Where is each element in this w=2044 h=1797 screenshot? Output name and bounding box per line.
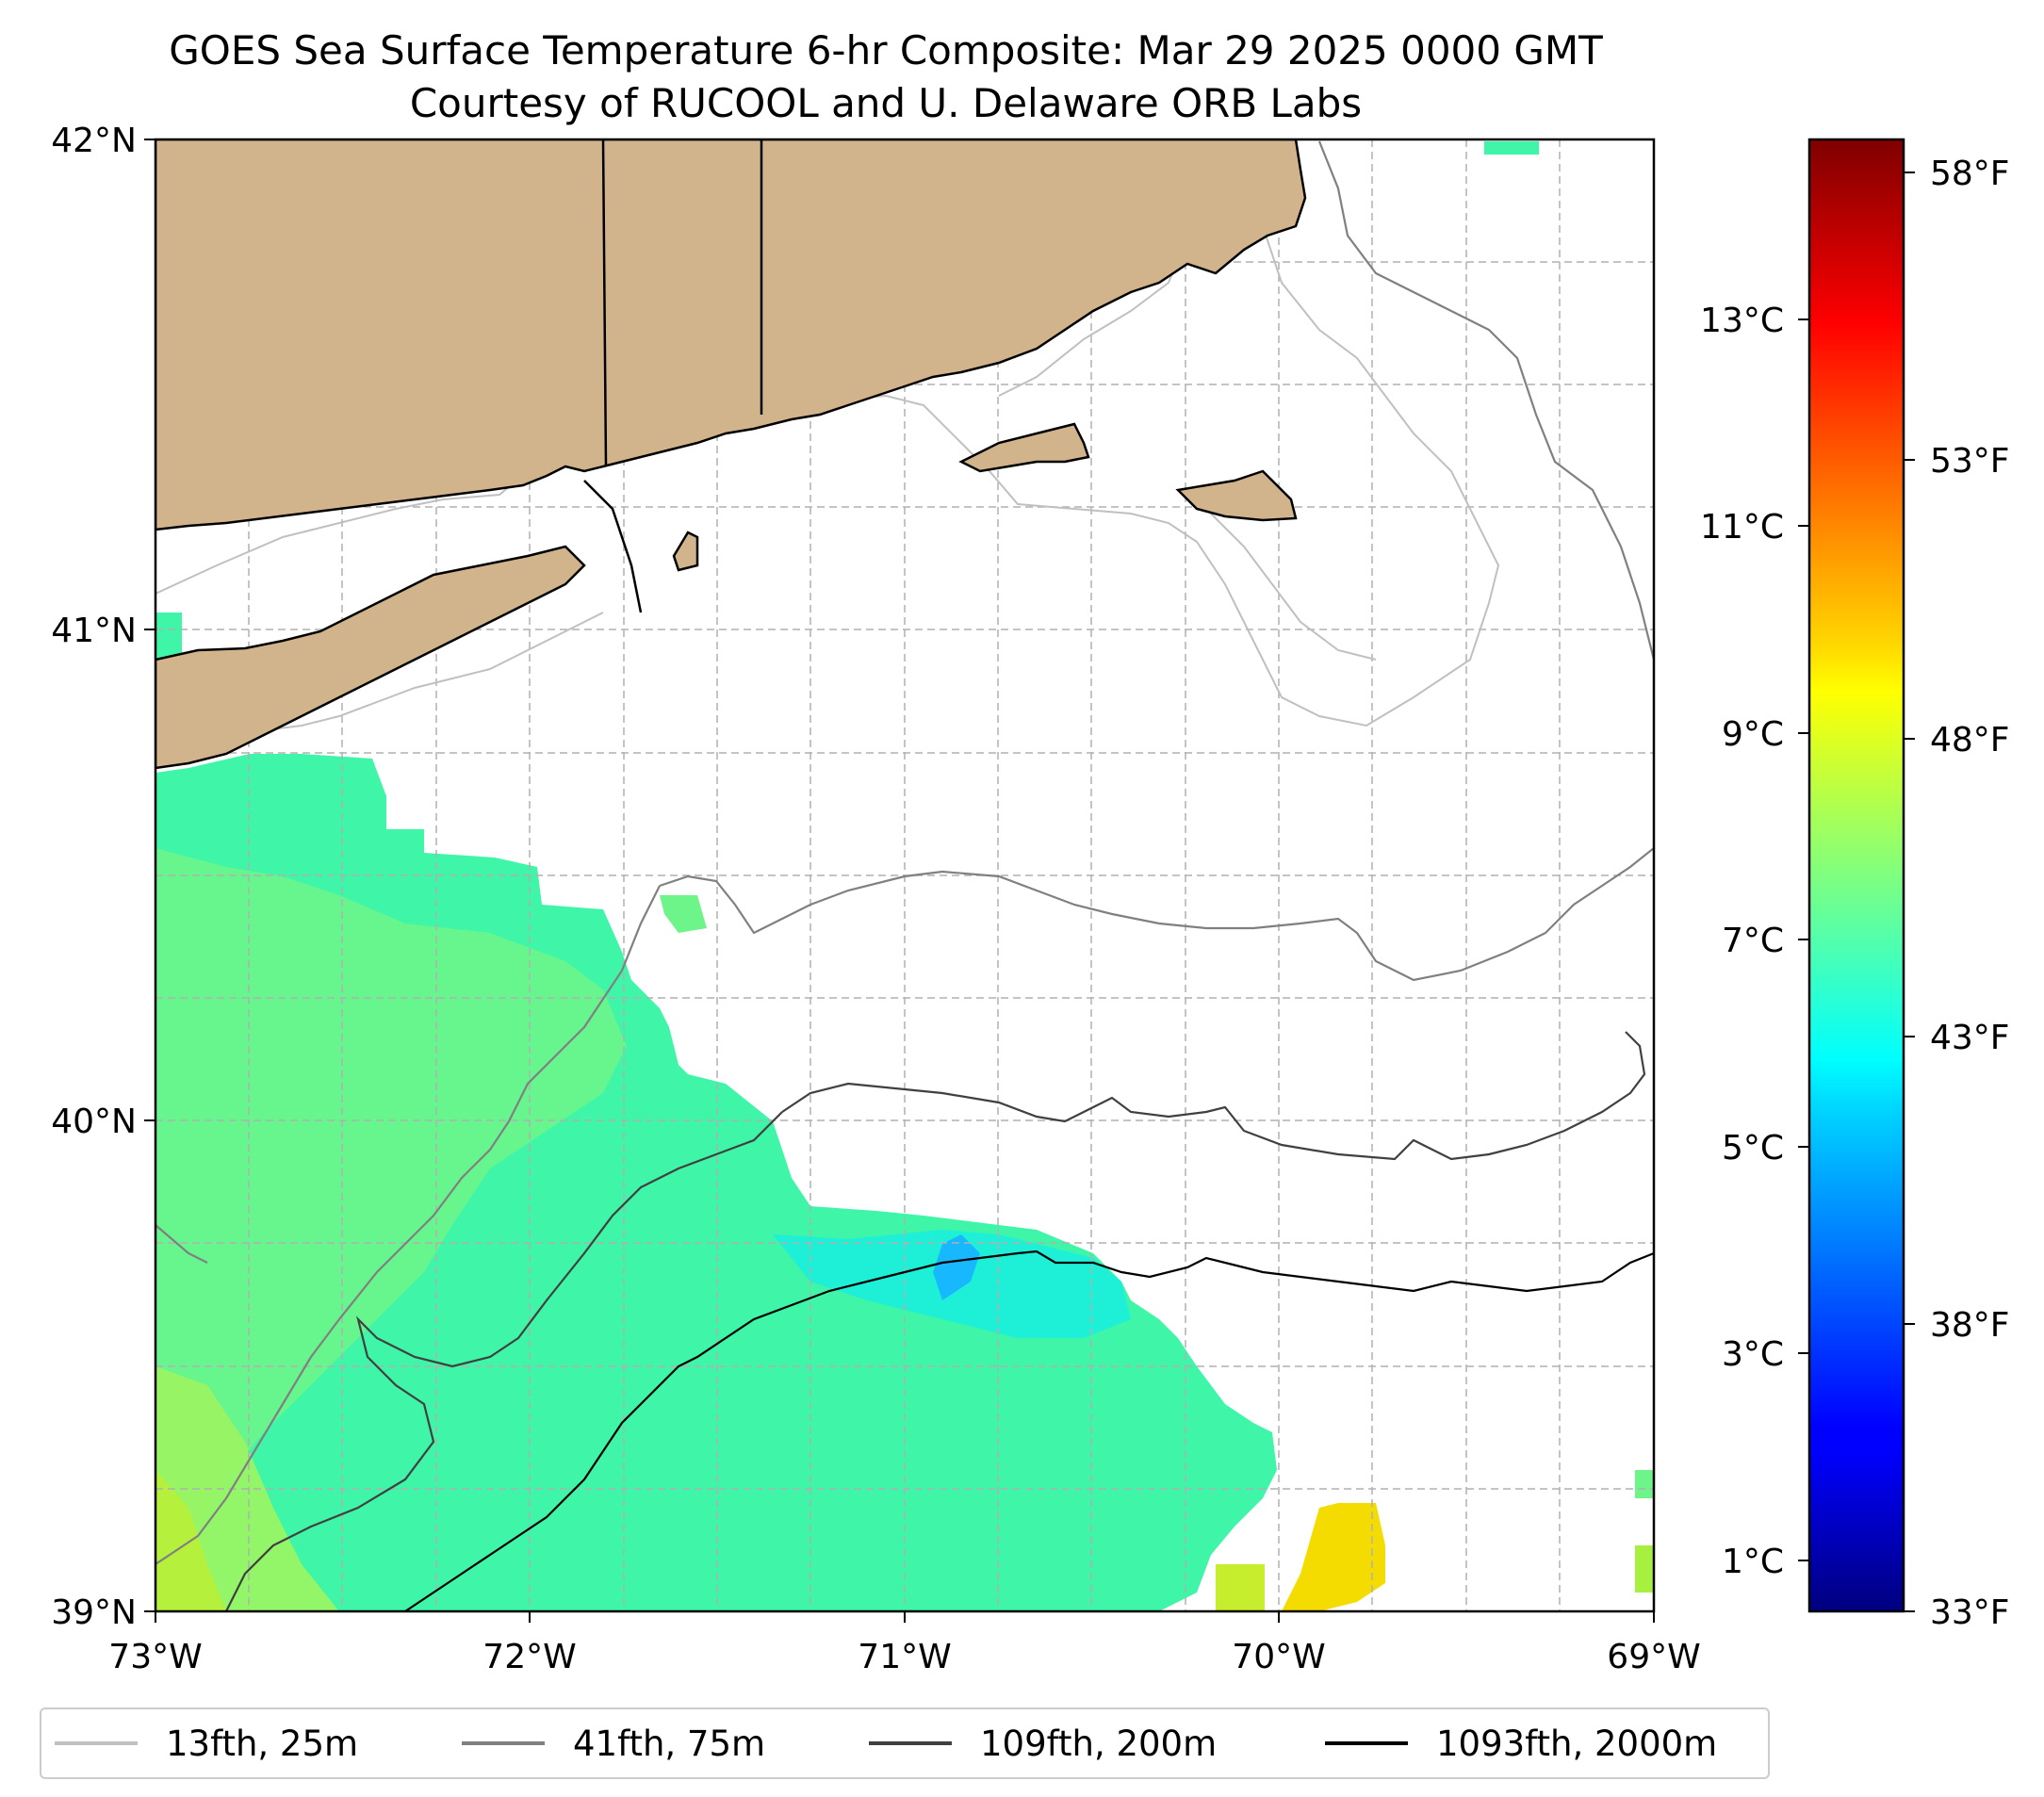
lat-label-42n: 42°N (51, 122, 137, 160)
contour-200m (781, 1031, 1646, 1161)
celsius-label-5: 5°C (1722, 1129, 1784, 1168)
legend-item-25m: 13fth, 25m (55, 1709, 358, 1777)
fahrenheit-label-58: 58°F (1930, 155, 2010, 193)
colorbar-frame (1807, 138, 1905, 1613)
contour-2000m (602, 1250, 1654, 1452)
state-borders (583, 139, 763, 613)
legend-label-200m: 109fth, 200m (980, 1723, 1218, 1764)
legend-label-2000m: 1093fth, 2000m (1436, 1723, 1718, 1764)
legend-item-2000m: 1093fth, 2000m (1325, 1709, 1717, 1777)
legend-item-200m: 109fth, 200m (869, 1709, 1217, 1777)
celsius-label-11: 11°C (1700, 508, 1784, 547)
fahrenheit-ticks (1904, 172, 1915, 1612)
celsius-label-1: 1°C (1722, 1543, 1784, 1581)
legend-line-2000m (1325, 1741, 1408, 1745)
lon-label-70w: 70°W (1232, 1638, 1325, 1676)
colorbar (1809, 139, 1904, 1611)
celsius-label-7: 7°C (1722, 922, 1784, 960)
fahrenheit-label-38: 38°F (1930, 1306, 2010, 1345)
long-island (155, 545, 586, 770)
celsius-label-9: 9°C (1722, 715, 1784, 754)
map-ticks (144, 139, 1655, 1623)
block-island (672, 531, 699, 572)
fahrenheit-label-33: 33°F (1930, 1593, 2010, 1632)
land-masses (155, 139, 1307, 770)
lon-label-69w: 69°W (1607, 1638, 1700, 1676)
sst-data-layer (155, 141, 1654, 1611)
lat-label-40n: 40°N (51, 1103, 137, 1141)
legend-label-25m: 13fth, 25m (166, 1723, 359, 1764)
lon-label-71w: 71°W (858, 1638, 951, 1676)
map-subtitle: Courtesy of RUCOOL and U. Delaware ORB L… (409, 80, 1363, 126)
legend-line-25m (55, 1741, 138, 1745)
mainland-coast (155, 139, 1307, 531)
celsius-label-3: 3°C (1722, 1335, 1784, 1374)
celsius-label-13: 13°C (1700, 302, 1784, 340)
celsius-ticks (1798, 319, 1809, 1561)
lon-label-72w: 72°W (482, 1638, 576, 1676)
legend-line-200m (869, 1741, 952, 1745)
contour-legend: 13fth, 25m 41fth, 75m 109fth, 200m 1093f… (40, 1707, 1770, 1779)
legend-label-75m: 41fth, 75m (573, 1723, 766, 1764)
legend-line-75m (462, 1741, 545, 1745)
nantucket (1175, 469, 1298, 522)
lat-label-41n: 41°N (51, 612, 137, 650)
map-title: GOES Sea Surface Temperature 6-hr Compos… (169, 27, 1603, 74)
fahrenheit-label-43: 43°F (1930, 1019, 2010, 1057)
fahrenheit-label-53: 53°F (1930, 442, 2010, 481)
lon-label-73w: 73°W (108, 1638, 202, 1676)
lat-label-39n: 39°N (51, 1593, 137, 1632)
marthas-vineyard (958, 422, 1090, 473)
fahrenheit-label-48: 48°F (1930, 721, 2010, 760)
contour-75m (659, 847, 1654, 982)
legend-item-75m: 41fth, 75m (462, 1709, 765, 1777)
